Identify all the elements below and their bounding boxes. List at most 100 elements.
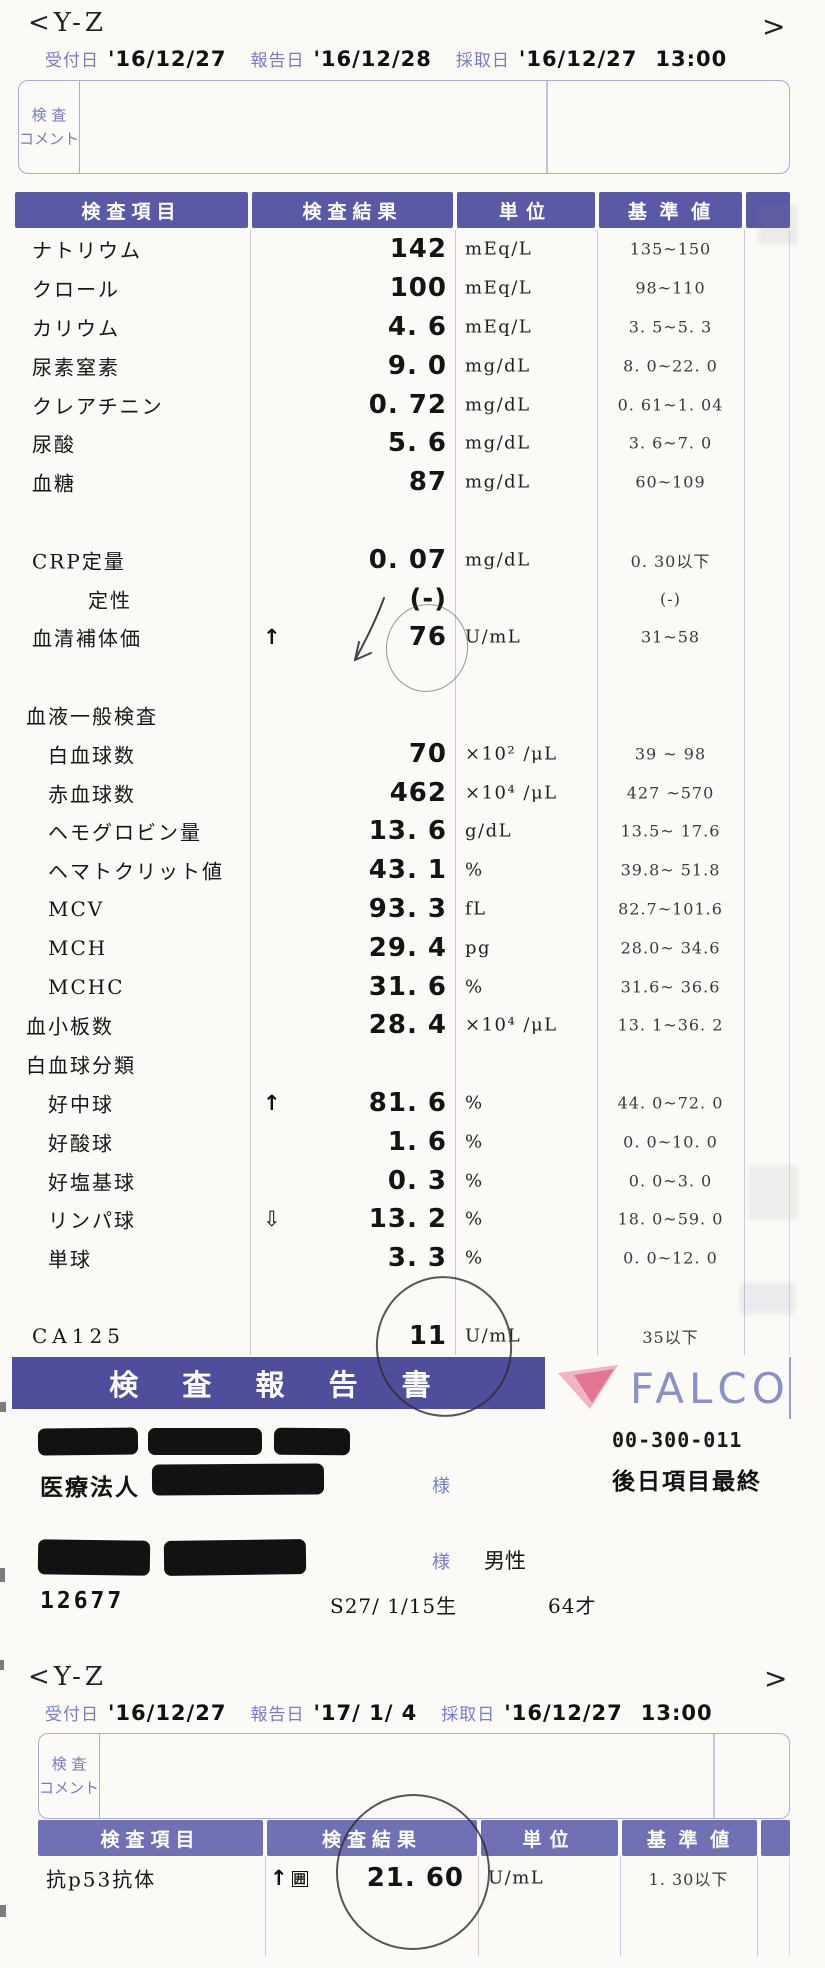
table-section-row: 白血球分類 — [15, 1045, 790, 1084]
client-code: 00-300-011 — [612, 1428, 743, 1452]
test-name: 尿酸 — [32, 432, 76, 457]
comment-box-divider — [546, 81, 548, 173]
reference-range: 60~109 — [635, 472, 706, 492]
sama-label: 様 — [432, 1476, 450, 1497]
patient-age: 64才 — [548, 1594, 597, 1618]
table-row: MCHC 31. 6 % 31.6~ 36.6 — [15, 967, 790, 1006]
unit-label: fL — [465, 898, 487, 920]
column-divider — [265, 1856, 266, 1956]
test-name: 白血球数 — [48, 743, 136, 768]
table-row: 好塩基球 0. 3 % 0. 0~3. 0 — [15, 1161, 790, 1200]
falco-triangle-icon — [558, 1365, 618, 1409]
table-row: クレアチニン 0. 72 mg/dL 0. 61~1. 04 — [15, 385, 790, 424]
reference-range: 31.6~ 36.6 — [620, 977, 721, 997]
reference-range: 98~110 — [635, 278, 706, 298]
column-divider — [478, 1856, 479, 1956]
reference-range: 3. 6~7. 0 — [628, 433, 713, 453]
column-divider — [620, 1856, 621, 1956]
column-divider — [744, 230, 745, 1355]
reference-range: 13. 1~36. 2 — [617, 1015, 724, 1035]
unit-label: U/mL — [465, 626, 522, 648]
reference-range: 31~58 — [640, 627, 701, 647]
test-name: リンパ球 — [48, 1208, 136, 1233]
result-value: 31. 6 — [368, 971, 447, 1002]
reference-range: 1. 30以下 — [648, 1870, 729, 1889]
org-prefix: 医療法人 — [40, 1474, 140, 1501]
table-row: 血糖 87 mg/dL 60~109 — [15, 463, 790, 502]
result-value: 100 — [389, 273, 447, 304]
comment-box-label: 検 査コメント — [39, 1734, 100, 1818]
patient-sex: 男性 — [484, 1549, 526, 1573]
header-unit: 単位 — [457, 192, 595, 228]
test-name: 好中球 — [48, 1092, 114, 1117]
comment-box-label: 検 査コメント — [19, 81, 80, 173]
page1-comment-box: 検 査コメント — [18, 80, 790, 174]
result-value: 76 — [408, 622, 447, 653]
section-title: 血液一般検査 — [26, 704, 158, 729]
redaction-bar — [163, 1539, 307, 1576]
collected-date-value: '16/12/27 — [518, 47, 638, 71]
test-name: MCH — [48, 935, 108, 960]
abnormal-low-flag-icon: ⇩ — [263, 1207, 281, 1232]
table-row: 血清補体価 ↑ 76 U/mL 31~58 — [15, 618, 790, 657]
sama-label: 様 — [432, 1552, 450, 1573]
collected-date-label: 採取日 — [455, 51, 510, 71]
received-date-label: 受付日 — [45, 1705, 99, 1725]
test-name: クロール — [32, 277, 120, 302]
unit-label: U/mL — [488, 1867, 545, 1889]
column-divider — [789, 230, 790, 1355]
header-test-result: 検査結果 — [252, 192, 453, 228]
unit-label: mEq/L — [465, 277, 533, 299]
table-row: ヘマトクリット値 43. 1 % 39.8~ 51.8 — [15, 851, 790, 890]
table-row: 好中球 ↑ 81. 6 % 44. 0~72. 0 — [15, 1084, 790, 1123]
test-name: ナトリウム — [32, 238, 142, 263]
section-title: 白血球分類 — [26, 1053, 136, 1078]
reference-range: 0. 30以下 — [630, 551, 711, 571]
unit-label: ×10⁴ /μL — [465, 1014, 558, 1036]
result-value: 9. 0 — [387, 350, 447, 381]
unit-label: ×10⁴ /μL — [465, 782, 558, 804]
collected-date-label: 採取日 — [441, 1705, 496, 1725]
test-name: 定性 — [88, 588, 132, 613]
reference-range: 0. 0~12. 0 — [623, 1248, 718, 1268]
result-value: 5. 6 — [387, 428, 447, 459]
test-name: 好塩基球 — [48, 1170, 136, 1195]
header-test-item: 検査項目 — [38, 1820, 263, 1856]
reference-range: 44. 0~72. 0 — [617, 1093, 724, 1113]
page1-date-row: 受付日 '16/12/27 報告日 '16/12/28 採取日 '16/12/2… — [45, 46, 751, 71]
unit-label: mEq/L — [465, 238, 533, 260]
table-row: CA125 11 U/mL 35以下 — [15, 1316, 790, 1355]
received-date-value: '16/12/27 — [108, 47, 227, 71]
falco-logo-text: FALCO — [630, 1363, 790, 1413]
test-name: 血糖 — [32, 471, 76, 496]
result-value: 93. 3 — [368, 893, 447, 924]
unit-label: g/dL — [465, 820, 513, 842]
table-row: カリウム 4. 6 mEq/L 3. 5~5. 3 — [15, 308, 790, 347]
table-row: ナトリウム 142 mEq/L 135~150 — [15, 230, 790, 269]
reference-range: 35以下 — [642, 1327, 699, 1347]
table2-body: 抗p53抗体 ↑ 囲 21. 60 U/mL 1. 30以下 — [38, 1856, 790, 1956]
table-row: MCV 93. 3 fL 82.7~101.6 — [15, 890, 790, 929]
header-extra-segment — [761, 1820, 790, 1856]
table-section-row: 血液一般検査 — [15, 696, 790, 735]
reference-range: 427 ~570 — [626, 783, 715, 803]
table-row: 定性 (-) (-) — [15, 579, 790, 618]
collected-time-value: 13:00 — [640, 1701, 713, 1725]
page2-date-row: 受付日 '16/12/27 報告日 '17/ 1/ 4 採取日 '16/12/2… — [45, 1700, 737, 1725]
page-edge-line — [789, 1357, 791, 1419]
abnormal-high-flag-icon: ↑ — [263, 1090, 281, 1115]
collected-time-value: 13:00 — [655, 47, 728, 71]
redaction-bar — [148, 1428, 262, 1455]
table2-header: 検査項目 検査結果 単位 基 準 値 — [38, 1820, 790, 1856]
result-value: 87 — [408, 467, 447, 498]
unit-label: % — [465, 976, 484, 998]
table-row: 尿素窒素 9. 0 mg/dL 8. 0~22. 0 — [15, 346, 790, 385]
test-name: 血小板数 — [26, 1014, 114, 1039]
test-name: 赤血球数 — [48, 782, 136, 807]
test-name: ヘモグロビン量 — [48, 820, 202, 845]
result-value: 0. 3 — [387, 1165, 447, 1196]
header-reference: 基 準 値 — [622, 1820, 757, 1856]
unit-label: % — [465, 1247, 484, 1269]
test-name: CA125 — [32, 1323, 125, 1348]
